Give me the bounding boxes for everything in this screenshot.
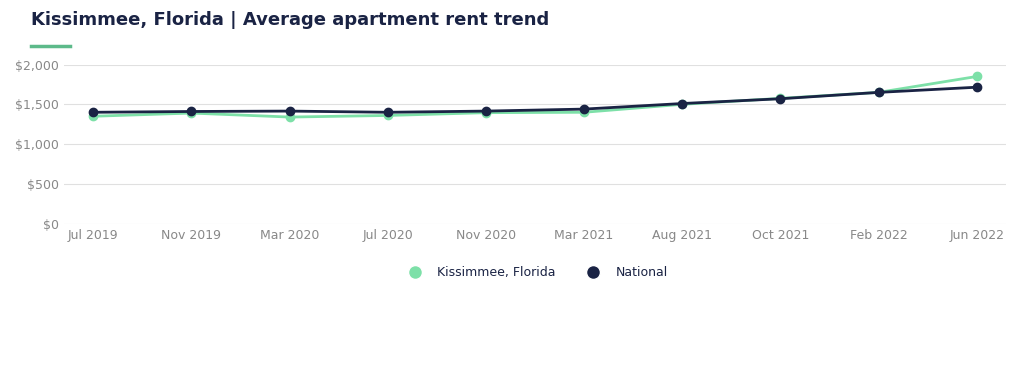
Text: Kissimmee, Florida | Average apartment rent trend: Kissimmee, Florida | Average apartment r… (31, 11, 549, 29)
Legend: Kissimmee, Florida, National: Kissimmee, Florida, National (397, 261, 673, 284)
